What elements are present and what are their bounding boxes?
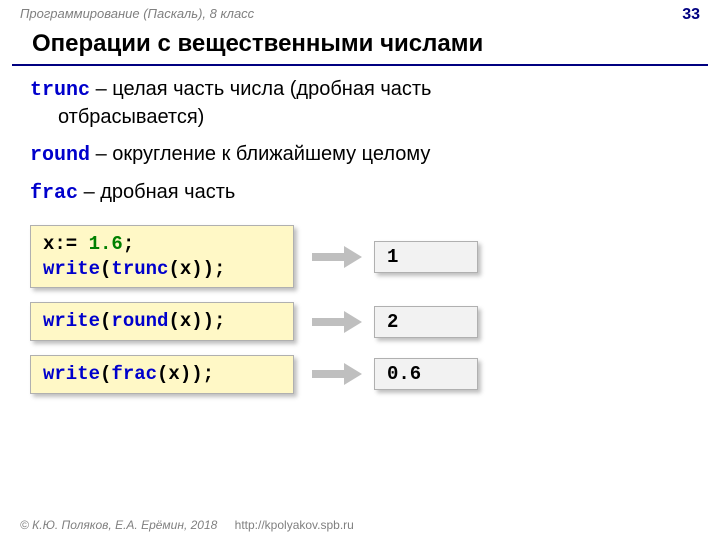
page-number: 33 [682, 6, 700, 24]
def-round-text: – округление к ближайшему целому [90, 143, 430, 165]
code-seg: 1.6 [89, 233, 123, 255]
code-seg: (x)); [157, 363, 214, 385]
content: trunc – целая часть числа (дробная часть… [0, 76, 720, 394]
code-seg: ( [100, 363, 111, 385]
code-line: write(round(x)); [43, 309, 281, 334]
code-box: x:= 1.6;write(trunc(x)); [30, 225, 294, 288]
def-trunc-text1: – целая часть числа (дробная часть [90, 78, 431, 100]
code-seg: write [43, 310, 100, 332]
page-title: Операции с вещественными числами [12, 28, 708, 66]
code-seg: ; [123, 233, 134, 255]
kw-round: round [30, 144, 90, 167]
code-seg: ( [100, 310, 111, 332]
code-line: write(frac(x)); [43, 362, 281, 387]
result-box: 2 [374, 306, 478, 338]
result-box: 1 [374, 241, 478, 273]
code-seg: write [43, 363, 100, 385]
code-seg: (x)); [168, 258, 225, 280]
footer-url: http://kpolyakov.spb.ru [235, 518, 354, 532]
result-box: 0.6 [374, 358, 478, 390]
def-round: round – округление к ближайшему целому [30, 141, 690, 169]
example-row: write(frac(x)); 0.6 [30, 355, 690, 394]
def-frac-text: – дробная часть [78, 181, 235, 203]
arrow-icon [312, 309, 362, 335]
code-line: write(trunc(x)); [43, 257, 281, 282]
code-seg: (x)); [168, 310, 225, 332]
footer: © К.Ю. Поляков, Е.А. Ерёмин, 2018 http:/… [20, 518, 354, 532]
code-line: x:= 1.6; [43, 232, 281, 257]
code-seg: round [111, 310, 168, 332]
def-frac: frac – дробная часть [30, 179, 690, 207]
code-seg: ( [100, 258, 111, 280]
example-row: x:= 1.6;write(trunc(x)); 1 [30, 225, 690, 288]
copyright: © К.Ю. Поляков, Е.А. Ерёмин, 2018 [20, 518, 217, 532]
code-seg: write [43, 258, 100, 280]
kw-trunc: trunc [30, 79, 90, 102]
def-trunc: trunc – целая часть числа (дробная часть… [30, 76, 690, 131]
example-row: write(round(x)); 2 [30, 302, 690, 341]
kw-frac: frac [30, 182, 78, 205]
arrow-icon [312, 244, 362, 270]
def-trunc-text2: отбрасывается) [30, 104, 690, 131]
code-seg: trunc [111, 258, 168, 280]
code-seg: x:= [43, 233, 89, 255]
code-seg: frac [111, 363, 157, 385]
arrow-icon [312, 361, 362, 387]
examples: x:= 1.6;write(trunc(x)); 1write(round(x)… [30, 225, 690, 394]
code-box: write(frac(x)); [30, 355, 294, 394]
code-box: write(round(x)); [30, 302, 294, 341]
header-bar: Программирование (Паскаль), 8 класс 33 [0, 0, 720, 28]
course-name: Программирование (Паскаль), 8 класс [20, 6, 254, 24]
